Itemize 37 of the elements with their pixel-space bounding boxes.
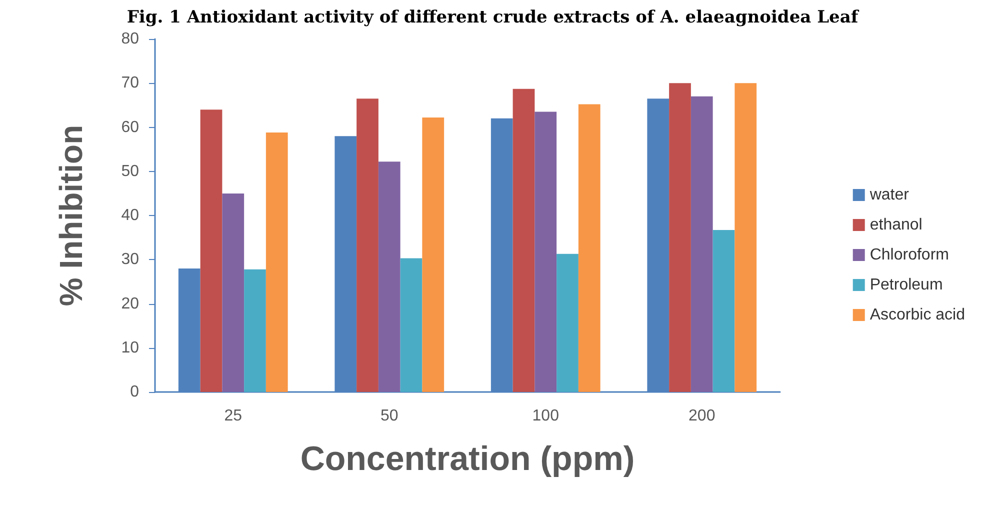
- y-tick-label: 60: [121, 118, 140, 136]
- chart-title: Fig. 1 Antioxidant activity of different crude extracts of A. elaeagnoidea Leaf: [126, 8, 860, 28]
- x-tick-label: 200: [688, 408, 716, 424]
- x-axis-title: Concentration (ppm): [300, 440, 635, 478]
- y-tick-label: 0: [130, 384, 140, 400]
- bar: [422, 118, 444, 392]
- bar: [534, 112, 557, 392]
- bar: [266, 132, 288, 392]
- legend-label: ethanol: [870, 216, 922, 234]
- y-tick-label: 50: [121, 162, 140, 180]
- legend-label: Ascorbic acid: [870, 306, 966, 324]
- legend-label: Petroleum: [870, 276, 943, 294]
- bar: [734, 83, 757, 392]
- bar: [556, 254, 578, 392]
- legend-label: Chloroform: [870, 246, 949, 264]
- bar: [356, 98, 378, 392]
- bar: [222, 193, 244, 392]
- legend-label: water: [868, 186, 910, 204]
- y-tick-label: 70: [121, 74, 140, 92]
- bar: [378, 162, 400, 392]
- bar: [400, 258, 422, 392]
- bar: [669, 83, 691, 392]
- y-axis-title: % Inhibition: [53, 124, 89, 306]
- bar: [244, 269, 266, 392]
- y-tick-label: 20: [121, 295, 140, 312]
- x-tick-label: 50: [380, 408, 398, 424]
- bar: [512, 88, 535, 392]
- bar: [578, 104, 600, 392]
- bar: [712, 230, 735, 392]
- y-tick-label: 40: [121, 207, 140, 224]
- y-tick-label: 80: [121, 30, 140, 48]
- bar: [200, 110, 222, 392]
- x-tick-label: 25: [224, 408, 242, 424]
- x-tick-label: 100: [532, 408, 560, 424]
- y-tick-label: 10: [121, 339, 140, 356]
- bar: [690, 96, 713, 392]
- y-tick-label: 30: [121, 251, 140, 268]
